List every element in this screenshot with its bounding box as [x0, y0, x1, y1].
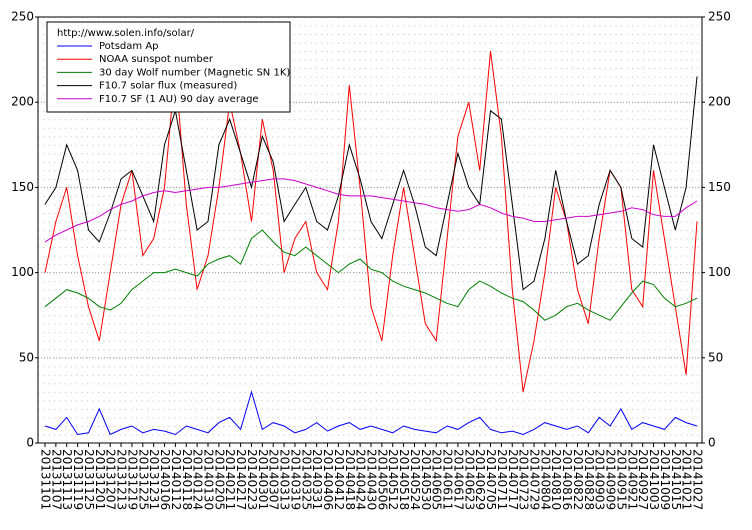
- x-tick-label: 20140909: [604, 449, 618, 510]
- y-tick-label: 50: [19, 350, 34, 364]
- legend-label: 30 day Wolf number (Magnetic SN 1K): [99, 67, 290, 78]
- series-line: [44, 178, 698, 243]
- x-tick-label: 20140903: [593, 449, 607, 510]
- x-tick-label: 20140112: [169, 449, 183, 510]
- y-tick-label: 200: [11, 95, 34, 109]
- x-tick-label: 20140325: [299, 449, 313, 510]
- x-tick-label: 20131125: [82, 449, 96, 510]
- x-tick-label: 20140623: [462, 449, 476, 510]
- legend-label: F10.7 solar flux (measured): [99, 81, 237, 92]
- x-tick-label: 20140406: [321, 449, 335, 510]
- y2-tick-label: 50: [708, 350, 723, 364]
- x-tick-label: 20140804: [538, 449, 552, 510]
- y2-tick-label: 250: [708, 10, 731, 24]
- series-line: [44, 229, 698, 321]
- x-tick-label: 20141009: [658, 449, 672, 510]
- y2-tick-label: 0: [708, 436, 716, 450]
- x-tick-label: 20140412: [332, 449, 346, 510]
- x-tick-label: 20140921: [625, 449, 639, 510]
- x-tick-label: 20140424: [354, 449, 368, 510]
- x-tick-label: 20131119: [71, 449, 85, 510]
- x-tick-label: 20140319: [288, 449, 302, 510]
- x-tick-label: 20131225: [136, 449, 150, 510]
- x-tick-label: 20131107: [49, 449, 63, 510]
- x-tick-label: 20131207: [104, 449, 118, 510]
- x-tick-label: 20131101: [39, 449, 53, 510]
- x-tick-label: 20140217: [234, 449, 248, 510]
- x-tick-label: 20140205: [212, 449, 226, 510]
- x-tick-label: 20140313: [278, 449, 292, 510]
- x-tick-label: 20140518: [397, 449, 411, 510]
- x-tick-label: 20140223: [245, 449, 259, 510]
- x-tick-label: 20140810: [549, 449, 563, 510]
- legend-box: [46, 21, 291, 113]
- x-tick-label: 20140524: [408, 449, 422, 510]
- x-tick-label: 20140418: [343, 449, 357, 510]
- x-tick-label: 20140118: [180, 449, 194, 510]
- legend-label: Potsdam Ap: [99, 41, 159, 52]
- y-tick-label: 100: [11, 265, 34, 279]
- x-tick-label: 20140617: [451, 449, 465, 510]
- series-line: [44, 51, 698, 393]
- series-line: [44, 390, 698, 436]
- y-tick-label: 0: [26, 436, 34, 450]
- x-tick-label: 20140822: [571, 449, 585, 510]
- x-tick-label: 20140729: [528, 449, 542, 510]
- x-tick-label: 20140629: [473, 449, 487, 510]
- x-tick-label: 20140331: [310, 449, 324, 510]
- x-tick-label: 20141021: [680, 449, 694, 510]
- x-tick-label: 20140717: [506, 449, 520, 510]
- x-tick-label: 20140301: [256, 449, 270, 510]
- y2-tick-label: 200: [708, 95, 731, 109]
- x-tick-label: 20140816: [560, 449, 574, 510]
- x-tick-label: 20140530: [419, 449, 433, 510]
- plot-frame: [37, 16, 703, 444]
- y2-tick-label: 150: [708, 180, 731, 194]
- x-tick-label: 20140605: [430, 449, 444, 510]
- x-tick-label: 20141027: [691, 449, 705, 510]
- x-tick-label: 20140927: [636, 449, 650, 510]
- x-tick-label: 20131113: [60, 449, 74, 510]
- x-tick-label: 20140611: [441, 449, 455, 510]
- x-tick-label: 20140130: [202, 449, 216, 510]
- x-tick-label: 20140512: [386, 449, 400, 510]
- x-tick-label: 20140705: [484, 449, 498, 510]
- x-tick-label: 20140430: [365, 449, 379, 510]
- x-tick-label: 20140106: [158, 449, 172, 510]
- x-tick-label: 20140711: [495, 449, 509, 510]
- y-tick-label: 250: [11, 10, 34, 24]
- x-tick-label: 20141003: [647, 449, 661, 510]
- x-tick-label: 20140307: [267, 449, 281, 510]
- x-tick-label: 20141015: [669, 449, 683, 510]
- x-tick-label: 20140723: [517, 449, 531, 510]
- x-tick-label: 20131213: [115, 449, 129, 510]
- x-tick-label: 20140828: [582, 449, 596, 510]
- x-tick-label: 20140506: [375, 449, 389, 510]
- series-line: [44, 76, 698, 291]
- x-tick-label: 20131219: [125, 449, 139, 510]
- x-tick-label: 20140124: [191, 449, 205, 510]
- legend-title: http://www.solen.info/solar/: [57, 28, 195, 39]
- legend-label: NOAA sunspot number: [99, 54, 214, 65]
- x-tick-label: 20131231: [147, 449, 161, 510]
- x-tick-label: 20140915: [614, 449, 628, 510]
- y2-tick-label: 100: [708, 265, 731, 279]
- x-tick-label: 20140211: [223, 449, 237, 510]
- y-tick-label: 150: [11, 180, 34, 194]
- legend-label: F10.7 SF (1 AU) 90 day average: [99, 94, 259, 105]
- x-tick-label: 20131201: [93, 449, 107, 510]
